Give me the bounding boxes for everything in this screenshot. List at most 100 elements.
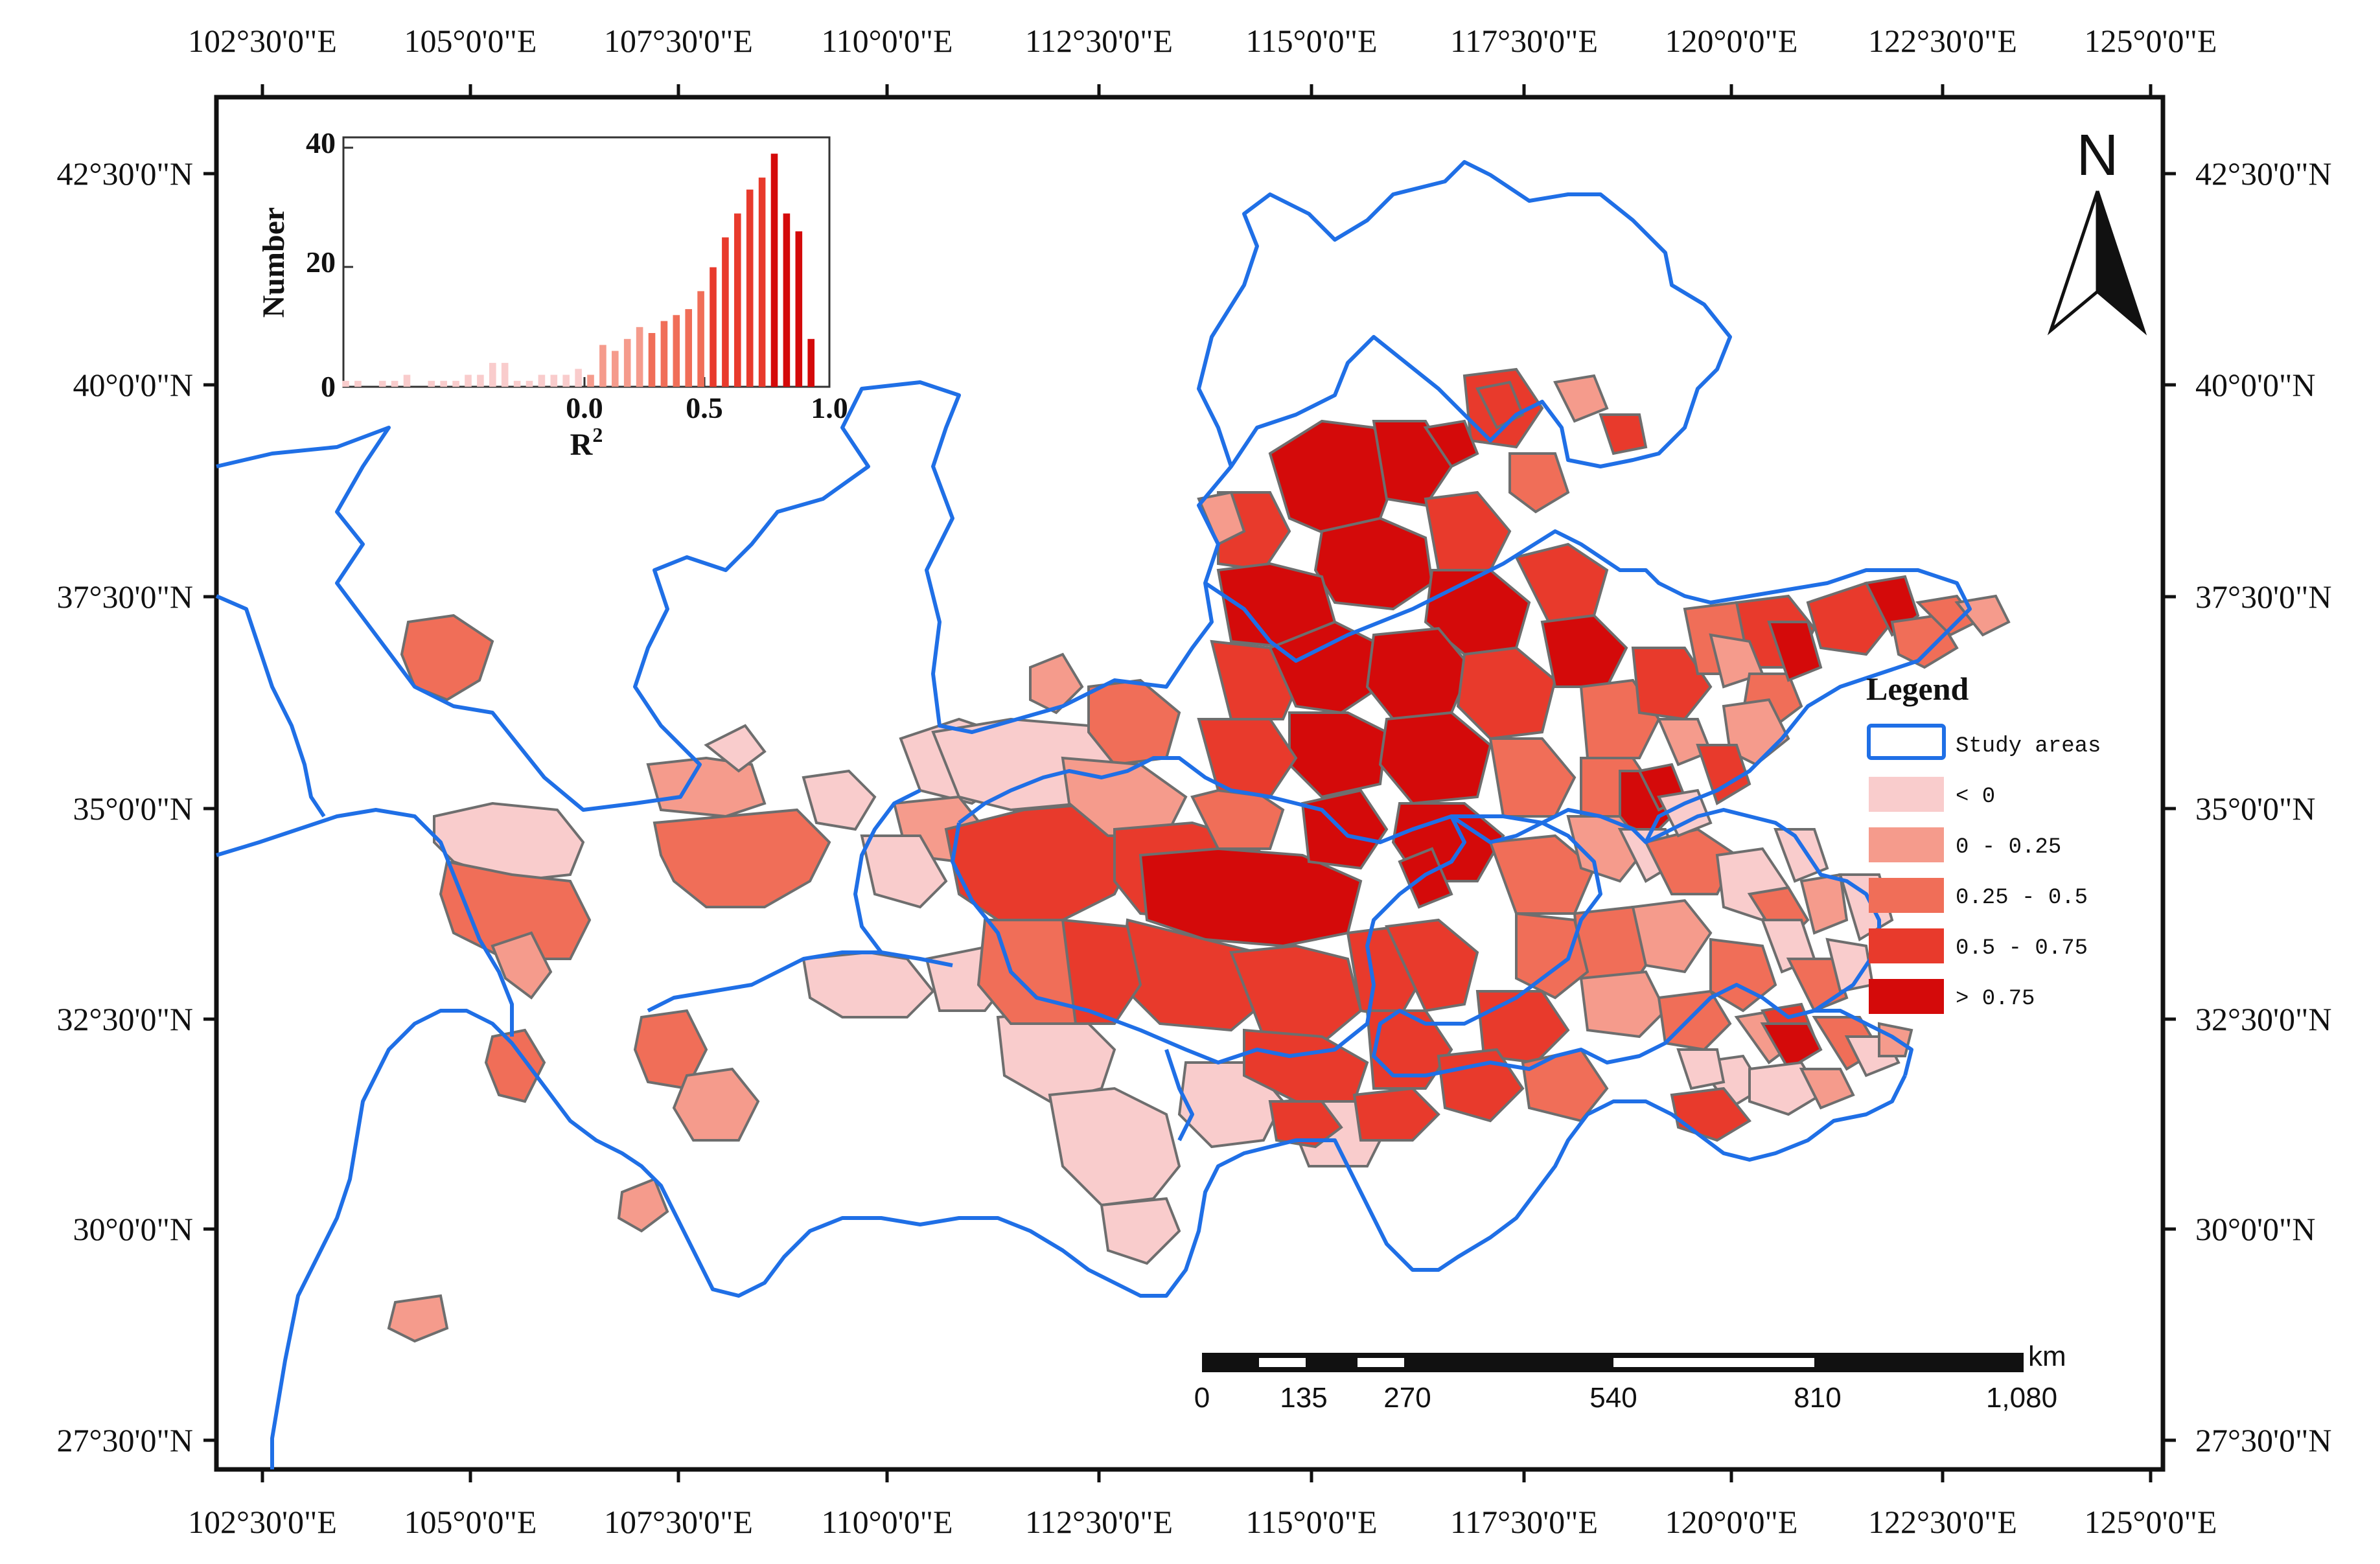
lon-label-top: 115°0'0"E (1245, 23, 1377, 59)
study-area-boundaries (215, 160, 1972, 1469)
county-region (1313, 516, 1434, 611)
scale-bar: km 0 135 270 540 810 1,080 (1194, 1340, 2066, 1414)
legend-label: 0.5 - 0.75 (1956, 936, 2088, 961)
histogram-bar (746, 189, 754, 387)
histogram-bar (648, 333, 656, 387)
histogram-x-ticks: 0.0 0.5 1.0 (566, 391, 848, 424)
legend-label: > 0.75 (1956, 987, 2035, 1011)
county-region (1540, 614, 1628, 688)
lon-label-bottom: 122°30'0"E (1868, 1504, 2017, 1540)
county-region (1508, 452, 1570, 514)
legend: Legend Study areas < 0 0 - 0.25 0.25 - 0… (1866, 671, 2101, 1014)
choropleth-regions (387, 367, 2011, 1343)
legend-swatch (1869, 777, 1944, 812)
study-area-outline (270, 1009, 1907, 1469)
bottom-longitude-labels: 102°30'0"E 105°0'0"E 107°30'0"E 110°0'0"… (188, 1504, 2217, 1540)
lon-label-bottom: 105°0'0"E (404, 1504, 537, 1540)
lon-label-bottom: 125°0'0"E (2085, 1504, 2217, 1540)
histogram-bar (575, 369, 582, 387)
north-arrow-icon: N (2047, 123, 2147, 336)
map-frame (203, 84, 2176, 1482)
lon-label-top: 122°30'0"E (1868, 23, 2017, 59)
study-area-outline (216, 808, 514, 1037)
lon-label-bottom: 102°30'0"E (188, 1504, 337, 1540)
county-region (1385, 918, 1479, 1013)
lat-label-left: 30°0'0"N (73, 1211, 193, 1247)
county-region (1657, 989, 1732, 1052)
y-tick-label: 0 (321, 370, 336, 403)
lon-label-bottom: 115°0'0"E (1245, 1504, 1377, 1540)
histogram-bar (770, 154, 778, 387)
county-region (1456, 646, 1557, 741)
legend-label: 0.25 - 0.5 (1956, 886, 2088, 910)
histogram-bar (673, 315, 680, 387)
histogram-bar (612, 351, 619, 387)
right-latitude-labels: 42°30'0"N 40°0'0"N 37°30'0"N 35°0'0"N 32… (2195, 155, 2332, 1458)
county-region (1806, 581, 1894, 656)
study-area-outline (958, 529, 1972, 844)
histogram-bars (342, 154, 815, 387)
county-region (1599, 413, 1648, 455)
county-region (646, 756, 767, 818)
county-region (1488, 834, 1596, 915)
scale-label: 135 (1280, 1382, 1327, 1414)
histogram-bar (660, 321, 668, 387)
histogram-bar (403, 374, 411, 387)
legend-item-05-075: 0.5 - 0.75 (1869, 928, 2088, 963)
legend-item-study-areas: Study areas (1867, 724, 2101, 760)
lat-label-left: 32°30'0"N (56, 1001, 193, 1037)
study-area-outline (215, 594, 326, 818)
histogram-bar (489, 363, 496, 387)
legend-label: < 0 (1956, 785, 1995, 809)
histogram-bar (391, 380, 399, 387)
histogram-y-ticks: 0 20 40 (306, 126, 336, 403)
lon-label-top: 117°30'0"E (1450, 23, 1598, 59)
top-longitude-labels: 102°30'0"E 105°0'0"E 107°30'0"E 110°0'0"… (188, 23, 2217, 59)
x-tick-label: 0.5 (686, 391, 723, 424)
histogram-bar (710, 267, 717, 387)
lon-label-top: 112°30'0"E (1025, 23, 1173, 59)
histogram-bar (501, 363, 509, 387)
legend-label: Study areas (1956, 734, 2101, 759)
lat-label-right: 37°30'0"N (2195, 579, 2332, 615)
north-arrow-letter: N (2077, 123, 2119, 188)
county-region (860, 834, 948, 909)
county-region (1799, 1068, 1855, 1110)
legend-item-0-025: 0 - 0.25 (1869, 827, 2061, 862)
lat-label-left: 37°30'0"N (56, 579, 193, 615)
county-region (1657, 788, 1713, 838)
histogram-x-axis-label: R2 (570, 423, 603, 462)
lon-label-bottom: 117°30'0"E (1450, 1504, 1598, 1540)
county-region (433, 801, 585, 883)
histogram-bar (697, 291, 704, 387)
county-region (1268, 1100, 1343, 1149)
histogram-bar (526, 380, 533, 387)
legend-swatch (1867, 724, 1946, 760)
scale-label: 1,080 (1986, 1382, 2057, 1414)
scale-label: 540 (1589, 1382, 1637, 1414)
county-region (1767, 621, 1823, 682)
lat-label-right: 30°0'0"N (2195, 1211, 2316, 1247)
lat-label-left: 35°0'0"N (73, 790, 193, 827)
county-region (1048, 1087, 1181, 1207)
lat-label-left: 40°0'0"N (73, 367, 193, 403)
histogram-bar (452, 380, 459, 387)
legend-swatch (1869, 827, 1944, 862)
county-region (1029, 652, 1084, 715)
county-region (1890, 614, 1959, 669)
lon-label-top: 120°0'0"E (1665, 23, 1798, 59)
histogram-bar (783, 213, 791, 387)
x-label-base: R (570, 428, 594, 462)
county-region (1398, 847, 1453, 909)
histogram-bar (623, 339, 631, 387)
county-region (491, 931, 553, 1000)
legend-swatch (1869, 878, 1944, 913)
legend-item-025-05: 0.25 - 0.5 (1869, 878, 2088, 913)
county-region (1352, 1087, 1440, 1142)
county-region (802, 769, 877, 831)
scale-unit: km (2028, 1340, 2066, 1372)
lat-label-left: 27°30'0"N (56, 1422, 193, 1458)
legend-swatch (1869, 928, 1944, 963)
study-area-outline (216, 160, 1732, 812)
